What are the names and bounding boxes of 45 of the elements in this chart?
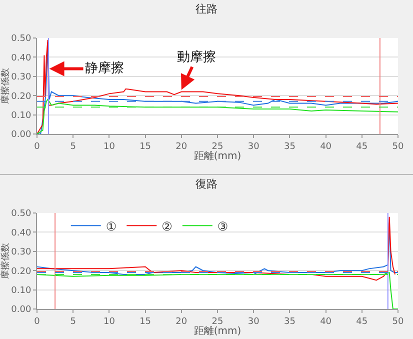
x-tick-label: 35 — [284, 316, 296, 327]
x-axis-title: 距離(mm) — [194, 150, 242, 162]
x-tick-label: 0 — [34, 142, 40, 152]
annotation: 静摩擦 — [85, 61, 124, 76]
y-tick-label: 0.50 — [11, 34, 32, 44]
x-tick-label: 5 — [70, 316, 76, 327]
y-tick-label: 0.30 — [11, 72, 32, 83]
x-tick-label: 50 — [392, 316, 404, 327]
x-axis-title: 距離(mm) — [194, 325, 242, 337]
y-tick-label: 0.30 — [11, 248, 32, 258]
x-tick-label: 40 — [320, 142, 332, 152]
y-axis-title: 摩擦係数 — [0, 243, 11, 279]
y-tick-label: 0.00 — [11, 305, 32, 316]
x-tick-label: 15 — [140, 316, 152, 327]
legend-label: ③ — [217, 219, 228, 234]
y-tick-label: 0.50 — [11, 209, 32, 220]
legend-label: ① — [106, 219, 117, 234]
y-tick-label: 0.20 — [11, 266, 32, 277]
x-tick-label: 45 — [356, 316, 368, 327]
x-tick-label: 40 — [320, 316, 332, 327]
x-tick-label: 10 — [103, 316, 116, 327]
y-tick-label: 0.40 — [11, 228, 32, 238]
chart-title: 復路 — [196, 178, 218, 191]
annotation: 動摩擦 — [177, 50, 216, 65]
x-tick-label: 35 — [284, 142, 296, 152]
y-tick-label: 0.20 — [11, 92, 32, 102]
x-tick-label: 30 — [248, 142, 260, 152]
y-axis-title: 摩擦係数 — [0, 68, 11, 104]
y-tick-label: 0.40 — [11, 53, 32, 64]
x-tick-label: 20 — [176, 142, 188, 152]
y-tick-label: 0.00 — [11, 130, 32, 140]
chart-title: 往路 — [196, 2, 218, 16]
x-tick-label: 30 — [248, 316, 260, 327]
x-tick-label: 5 — [70, 142, 76, 152]
x-tick-label: 20 — [176, 316, 188, 327]
legend-label: ② — [162, 219, 172, 234]
x-tick-label: 15 — [140, 142, 152, 152]
x-tick-label: 50 — [392, 142, 404, 152]
x-tick-label: 0 — [34, 316, 40, 327]
x-tick-label: 45 — [356, 142, 368, 152]
y-tick-label: 0.10 — [11, 286, 32, 296]
y-tick-label: 0.10 — [11, 110, 32, 121]
x-tick-label: 10 — [103, 142, 116, 152]
x-tick-label: 25 — [212, 316, 224, 327]
x-tick-label: 25 — [212, 142, 224, 152]
